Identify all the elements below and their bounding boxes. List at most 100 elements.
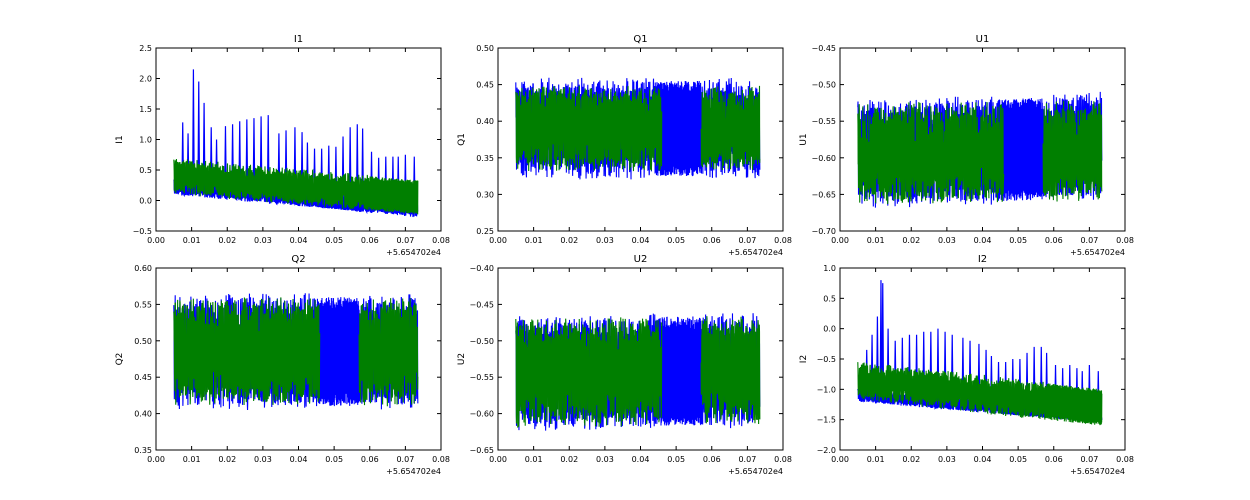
x-tick-label: 0.01 [525,455,543,464]
y-tick-label: −0.40 [469,264,494,273]
y-tick-label: 2.5 [139,44,152,53]
spike-mark [197,81,201,190]
y-tick-label: −0.65 [469,446,494,455]
x-tick-label: 0.03 [254,455,272,464]
x-tick-label: 0.08 [432,455,450,464]
x-offset-label: +5.654702e4 [386,248,441,257]
subplot-title: Q2 [291,254,305,265]
y-tick-label: −0.5 [133,227,152,236]
x-offset-label: +5.654702e4 [728,467,783,476]
x-offset-label: +5.654702e4 [728,248,783,257]
y-tick-label: 0.50 [134,337,152,346]
x-tick-label: 0.03 [596,455,614,464]
y-axis-label: Q2 [115,353,125,366]
y-tick-label: −0.55 [469,373,494,382]
y-tick-label: 0.5 [823,294,836,303]
x-tick-label: 0.08 [1116,455,1134,464]
x-tick-label: 0.00 [489,236,507,245]
y-tick-label: 0.55 [134,300,152,309]
x-tick-label: 0.03 [596,236,614,245]
x-tick-label: 0.04 [974,455,992,464]
y-tick-label: −0.45 [811,44,836,53]
x-tick-label: 0.07 [396,236,414,245]
x-tick-label: 0.04 [632,236,650,245]
x-tick-label: 0.07 [1080,455,1098,464]
x-tick-label: 0.05 [1009,236,1027,245]
y-tick-label: −0.55 [811,117,836,126]
x-tick-label: 0.00 [831,455,849,464]
series-line-2 [173,297,419,407]
y-axis-label: U1 [799,133,809,145]
x-tick-label: 0.06 [1045,455,1063,464]
subplot-title: I1 [294,34,303,45]
y-tick-label: 0.35 [476,154,494,163]
y-tick-label: −0.5 [817,355,836,364]
y-tick-label: 0.50 [476,44,494,53]
x-tick-label: 0.06 [361,236,379,245]
x-tick-label: 0.08 [774,455,792,464]
y-tick-label: 1.0 [139,136,152,145]
x-tick-label: 0.07 [738,455,756,464]
y-tick-label: 0.30 [476,190,494,199]
y-tick-label: 0.25 [476,227,494,236]
subplot-title: U2 [634,254,648,265]
x-tick-label: 0.06 [1045,236,1063,245]
spike-mark [881,283,885,398]
x-tick-label: 0.01 [867,455,885,464]
x-tick-label: 0.08 [774,236,792,245]
y-tick-label: −0.50 [469,337,494,346]
x-tick-label: 0.06 [361,455,379,464]
y-tick-label: 2.0 [139,75,152,84]
x-tick-label: 0.02 [218,236,236,245]
subplot-q1: 0.00 0.01 0.02 0.03 0.04 0.05 0.06 0.07 0.08 0.25… [457,34,792,257]
x-tick-label: 0.01 [867,236,885,245]
x-tick-label: 0.02 [560,455,578,464]
x-tick-label: 0.02 [902,236,920,245]
x-tick-label: 0.02 [902,455,920,464]
x-tick-label: 0.03 [254,236,272,245]
x-tick-label: 0.03 [938,455,956,464]
y-tick-label: 1.5 [139,105,152,114]
y-tick-label: 0.0 [139,197,152,206]
x-tick-label: 0.05 [1009,455,1027,464]
series-line-2 [857,100,1103,205]
spike-mark [192,69,195,189]
series-line-2 [173,158,419,215]
x-tick-label: 0.06 [703,455,721,464]
y-tick-label: −1.5 [817,416,836,425]
y-tick-label: 1.0 [823,264,836,273]
x-tick-label: 0.07 [738,236,756,245]
y-tick-label: −0.45 [469,300,494,309]
y-tick-label: −0.60 [469,410,494,419]
y-tick-label: 0.45 [476,81,494,90]
y-tick-label: 0.35 [134,446,152,455]
y-axis-label: I1 [115,135,125,143]
subplot-u2: 0.00 0.01 0.02 0.03 0.04 0.05 0.06 0.07 0.08 −0.6… [457,254,792,476]
x-tick-label: 0.02 [218,455,236,464]
x-offset-label: +5.654702e4 [1070,467,1125,476]
x-tick-label: 0.07 [1080,236,1098,245]
x-tick-label: 0.00 [147,455,165,464]
y-tick-label: 0.0 [823,325,836,334]
x-tick-label: 0.05 [667,236,685,245]
y-axis-label: Q1 [457,133,467,146]
x-tick-label: 0.05 [667,455,685,464]
subplot-title: U1 [976,34,990,45]
x-tick-label: 0.04 [290,236,308,245]
x-tick-label: 0.05 [325,455,343,464]
spike-mark [252,118,256,195]
x-tick-label: 0.05 [325,236,343,245]
x-tick-label: 0.00 [489,455,507,464]
y-tick-label: −0.50 [811,81,836,90]
y-axis-label: U2 [457,353,467,365]
x-tick-label: 0.01 [525,236,543,245]
y-axis-label: I2 [799,355,809,363]
y-tick-label: 0.40 [134,410,152,419]
subplot-title: Q1 [633,34,647,45]
x-tick-label: 0.08 [432,236,450,245]
x-tick-label: 0.06 [703,236,721,245]
series-line-2 [515,316,761,428]
x-offset-label: +5.654702e4 [1070,248,1125,257]
